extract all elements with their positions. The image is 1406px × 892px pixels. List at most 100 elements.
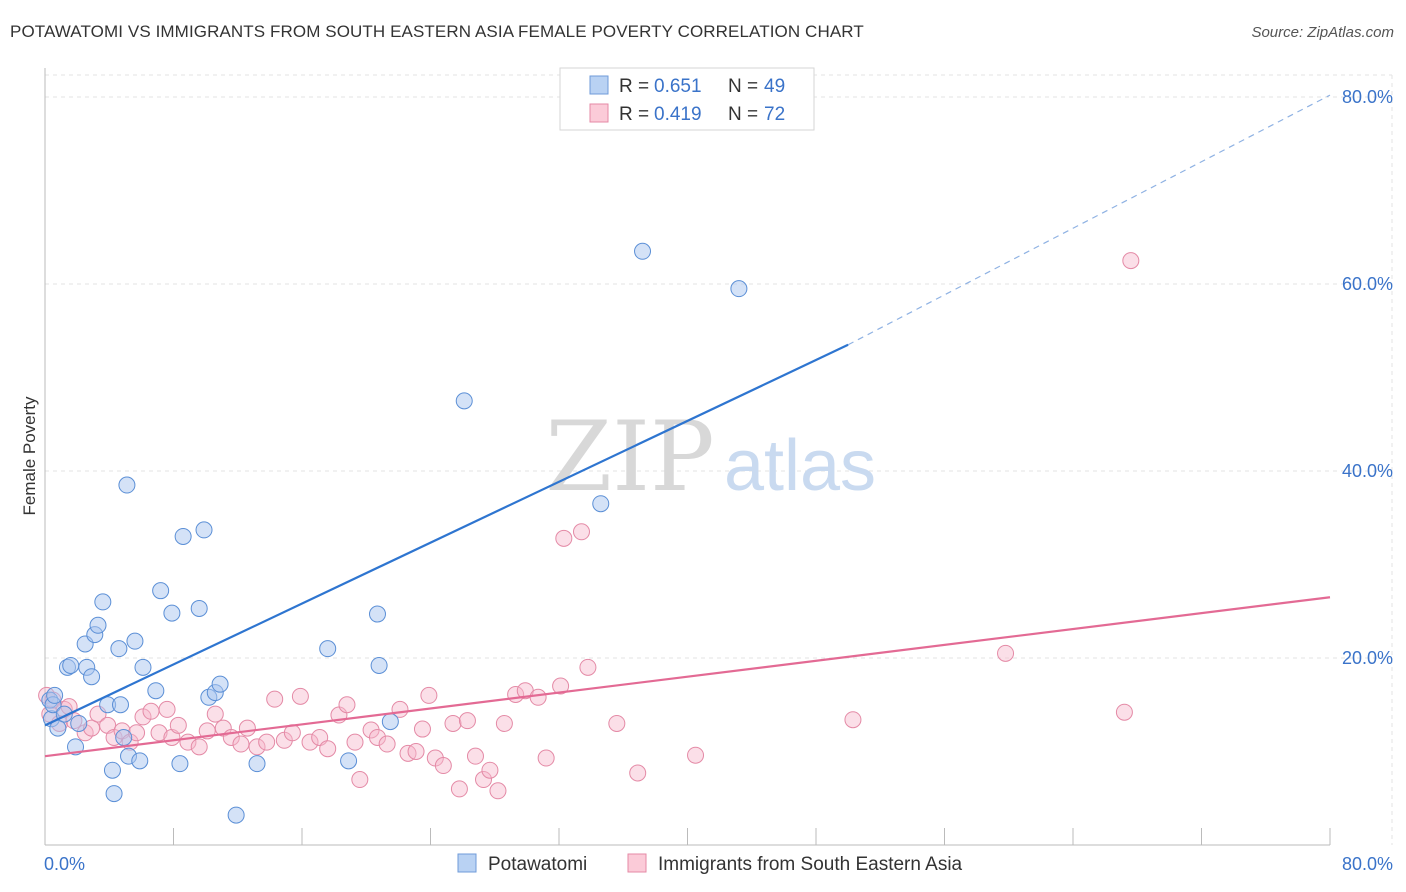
legend-bottom: Potawatomi Immigrants from South Eastern… [457,853,963,875]
data-point-immigrants [407,743,425,760]
data-point-potawatomi [126,632,144,650]
legend-top: R = 0.651 N = 49 R = 0.419 N = 72 [559,67,815,131]
data-point-immigrants [150,724,168,742]
data-point-immigrants [378,735,396,753]
legend-n-value-1: 49 [764,76,785,97]
data-point-immigrants [629,764,647,782]
data-point-immigrants [169,716,187,734]
data-point-immigrants [572,523,590,541]
data-point-immigrants [552,677,570,695]
data-point-immigrants [475,771,493,789]
legend-swatch-pink [589,103,609,123]
data-point-potawatomi [340,752,358,770]
data-point-immigrants [495,714,513,732]
legend-n-label-2: N = [728,104,758,125]
data-point-immigrants [608,714,626,732]
data-point-immigrants [301,733,319,751]
data-point-potawatomi [248,755,266,773]
data-point-potawatomi [46,686,64,704]
data-point-potawatomi [634,242,652,260]
data-point-immigrants [537,749,555,767]
data-point-potawatomi [190,599,208,617]
legend-r-label-1: R = [619,76,649,97]
chart-title: POTAWATOMI VS IMMIGRANTS FROM SOUTH EAST… [10,22,864,41]
data-point-immigrants [1122,252,1140,270]
data-point-immigrants [997,644,1015,662]
x-tick-label: 0.0% [44,854,85,874]
trend-line-potawatomi-extension [847,94,1331,346]
data-point-immigrants [1115,703,1133,721]
data-point-immigrants [687,746,705,764]
trend-lines [44,94,1331,758]
data-point-potawatomi [131,752,149,770]
data-point-immigrants [206,705,224,723]
legend-bottom-swatch-pink [627,853,647,873]
data-point-potawatomi [147,682,165,700]
data-point-immigrants [458,712,476,730]
data-point-potawatomi [110,640,128,658]
data-point-potawatomi [89,616,107,634]
y-axis-label: Female Poverty [20,396,39,516]
data-point-potawatomi [70,714,88,732]
data-point-immigrants [555,529,573,547]
data-point-immigrants [248,738,266,756]
trend-line-potawatomi [44,343,849,727]
watermark-atlas: atlas [724,426,876,506]
data-point-potawatomi [118,476,136,494]
data-point-immigrants [258,733,276,751]
x-tick-label: 80.0% [1342,854,1393,874]
trend-line-immigrants [44,596,1331,758]
data-point-immigrants [434,757,452,775]
data-point-immigrants [266,690,284,708]
data-point-potawatomi [381,713,399,731]
data-point-potawatomi [134,658,152,676]
data-point-potawatomi [103,761,121,779]
data-point-immigrants [413,720,431,738]
legend-bottom-label-immigrants: Immigrants from South Eastern Asia [658,854,963,875]
y-tick-label: 20.0% [1342,648,1393,668]
data-point-immigrants [338,696,356,714]
data-point-potawatomi [592,495,610,513]
data-point-potawatomi [455,392,473,410]
legend-r-label-2: R = [619,104,649,125]
legend-swatch-blue [589,75,609,95]
series-immigrants-points [38,252,1140,800]
data-point-potawatomi [370,656,388,674]
data-point-immigrants [466,747,484,765]
data-point-immigrants [844,711,862,729]
data-point-immigrants [529,688,547,706]
legend-r-value-2: 0.419 [654,104,702,125]
data-point-immigrants [489,782,507,800]
legend-bottom-swatch-blue [457,853,477,873]
data-point-potawatomi [115,728,133,746]
data-point-immigrants [190,738,208,756]
data-point-immigrants [232,735,250,753]
data-point-immigrants [319,740,337,758]
data-point-immigrants [142,702,160,720]
data-point-potawatomi [62,656,80,674]
legend-n-value-2: 72 [764,104,785,125]
y-tick-label: 80.0% [1342,87,1393,107]
watermark-zip: ZIP [545,401,714,513]
data-point-potawatomi [94,593,112,611]
data-point-immigrants [238,719,256,737]
data-point-immigrants [346,733,364,751]
data-point-potawatomi [368,605,386,623]
data-point-immigrants [351,771,369,789]
data-point-immigrants [291,687,309,705]
data-point-immigrants [481,761,499,779]
gridlines [45,74,1393,845]
source-note: Source: ZipAtlas.com [1251,24,1394,41]
legend-r-value-1: 0.651 [654,76,702,97]
data-point-potawatomi [163,604,181,622]
data-point-potawatomi [195,521,213,539]
data-point-potawatomi [171,755,189,773]
y-tick-label: 60.0% [1342,274,1393,294]
data-point-potawatomi [111,696,129,714]
data-point-potawatomi [83,668,101,686]
data-point-immigrants [444,714,462,732]
data-point-potawatomi [211,675,229,693]
data-point-potawatomi [730,280,748,298]
data-point-immigrants [420,686,438,704]
